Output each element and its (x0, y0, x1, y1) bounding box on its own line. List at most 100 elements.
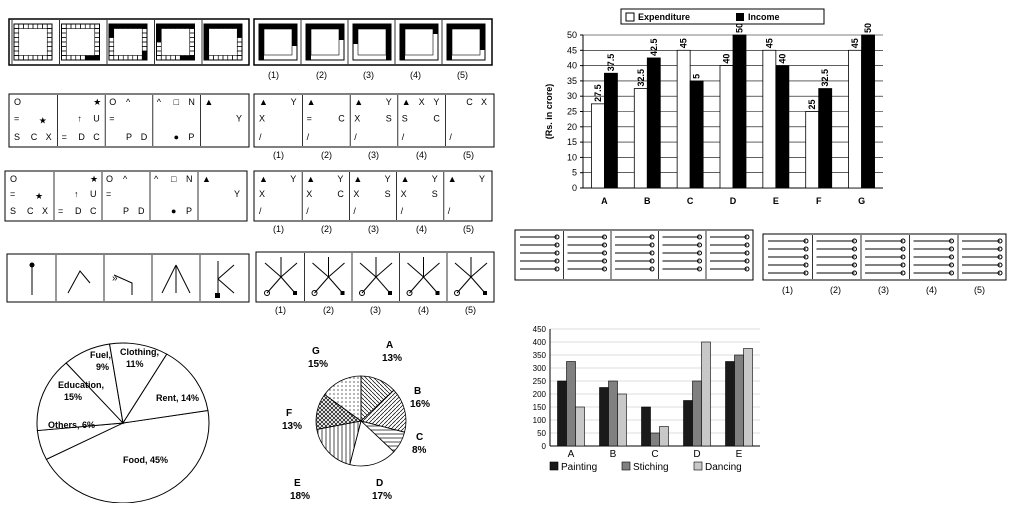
answer-label: (1) (275, 305, 286, 315)
square-tile (18, 23, 24, 29)
answer-label: (1) (273, 224, 284, 234)
line-end (554, 258, 560, 264)
square-tile (232, 55, 238, 61)
cell-symbol: = (109, 114, 114, 124)
ray (375, 276, 391, 294)
pie-slice (45, 409, 210, 503)
square-tile (46, 50, 53, 56)
cell-symbol: C (27, 206, 34, 216)
legend-box (620, 8, 825, 25)
data-label: 27.5 (593, 84, 603, 102)
inner-square (404, 28, 434, 56)
cell-symbol: S (386, 114, 392, 124)
answer-label: (4) (418, 305, 429, 315)
cell-symbol: ▲ (259, 174, 268, 184)
square-tile (189, 50, 195, 56)
ray (280, 262, 298, 278)
square-tile (84, 23, 91, 29)
cell-symbol: ↑ (74, 189, 79, 199)
cell-symbol: C (338, 114, 345, 124)
slice-pct: 17% (372, 491, 392, 502)
cell-symbol: Y (337, 174, 343, 184)
filled-tile (156, 24, 195, 29)
square-tile (94, 28, 100, 34)
answer-label: (3) (878, 285, 889, 295)
y-tick-label: 25 (567, 107, 577, 117)
cell-symbol: = (62, 132, 67, 142)
square-tile (23, 55, 29, 61)
bar-expenditure (719, 65, 734, 189)
angle-line (67, 270, 91, 294)
cell-symbol: = (58, 206, 63, 216)
square-tile (94, 50, 100, 56)
answer-label: (5) (463, 150, 474, 160)
answer-label: (4) (416, 150, 427, 160)
cell-symbol: / (448, 206, 451, 216)
ring-end (264, 290, 270, 296)
cell-symbol: ▲ (401, 174, 410, 184)
ray (359, 262, 377, 278)
square-cell (258, 23, 298, 61)
square-tile (80, 23, 86, 29)
line-end (949, 270, 954, 276)
bar-painting (641, 406, 651, 447)
bar-income (732, 34, 747, 189)
cell-symbol: Y (290, 174, 296, 184)
y-tick-label: 200 (533, 390, 547, 399)
legend-label: Stiching (633, 462, 669, 473)
line-end (997, 262, 1003, 268)
cell-symbol: ^ (123, 174, 128, 184)
bar-expenditure (676, 49, 691, 189)
bar-stiching (566, 361, 576, 447)
x-tick-label: C (687, 196, 694, 206)
square-tile (156, 41, 162, 47)
line-end (697, 250, 702, 256)
square-tile (217, 55, 224, 61)
symbol-series-answers-2: ▲ YX/▲ YCX/▲ YX S/▲ YX S/▲ Y/ (253, 170, 493, 222)
expense-pie-chart: Food, 45% Others, 6% Education, 15% Fuel, 9% C… (36, 342, 210, 503)
bar-dancing (701, 341, 711, 447)
slice-name: A (386, 340, 393, 351)
line-end (997, 254, 1003, 260)
square-tile (13, 28, 20, 34)
cell-symbol: ▲ (259, 97, 268, 107)
slice-pct: 13% (382, 353, 402, 364)
line-end (697, 258, 702, 264)
square-tile (23, 23, 29, 29)
ray (470, 262, 488, 278)
ray (161, 264, 177, 294)
bent-line (113, 274, 133, 295)
square-tile (61, 41, 67, 47)
line-figure-series-problem: » (6, 253, 250, 303)
filled-tile (306, 24, 311, 60)
y-tick-label: 50 (537, 429, 546, 438)
square-tile (65, 23, 72, 29)
bar-expenditure (848, 49, 862, 189)
square-tile (141, 46, 148, 52)
cell-symbol: / (354, 132, 357, 142)
cell-symbol: D (75, 206, 82, 216)
data-label: 50 (735, 23, 745, 33)
slice-pct: 16% (410, 399, 430, 410)
square-tile (46, 46, 53, 52)
line-end (602, 258, 607, 264)
cell-symbol: C (466, 97, 473, 107)
square-tile (236, 55, 243, 61)
line-end (697, 234, 702, 240)
line-end (554, 266, 560, 272)
data-label: 40 (777, 54, 787, 64)
cell-symbol: ● (171, 206, 176, 216)
y-tick-label: 5 (572, 168, 577, 178)
line-end (852, 238, 857, 244)
bar-expenditure (591, 103, 605, 189)
square-tile (46, 55, 53, 61)
ray (264, 262, 282, 278)
y-tick-label: 400 (533, 338, 547, 347)
x-tick-label: C (651, 449, 658, 460)
cell-symbol: / (353, 206, 356, 216)
y-tick-label: 15 (567, 137, 577, 147)
line-end (649, 234, 655, 240)
slice-label: Clothing, (120, 347, 159, 357)
square-tile (37, 23, 43, 29)
cell-symbol: ★ (39, 116, 47, 126)
